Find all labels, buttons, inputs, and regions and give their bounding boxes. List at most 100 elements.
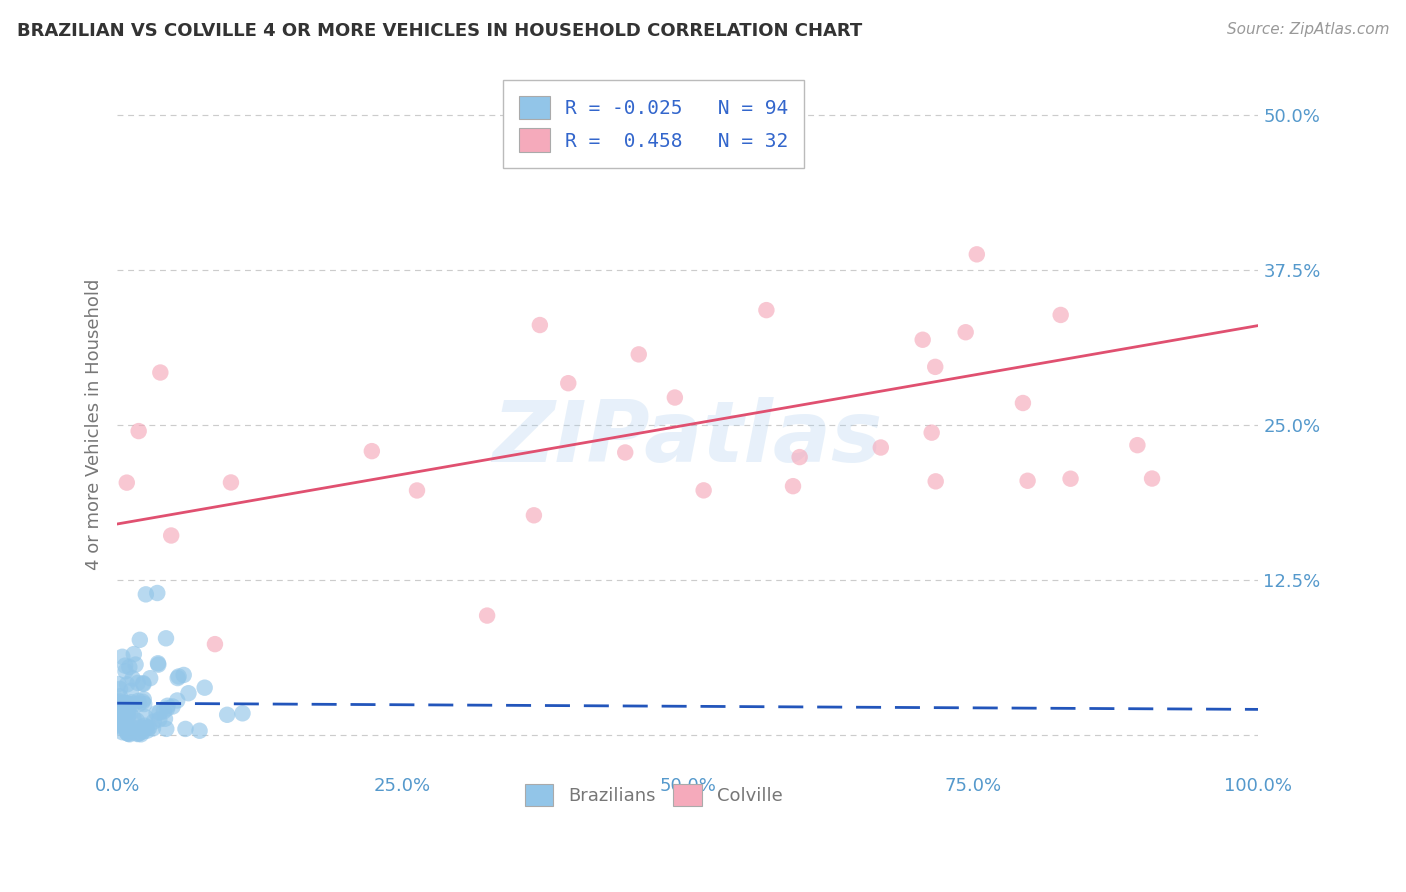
Point xyxy=(120,723,142,738)
Point xyxy=(120,695,142,709)
Point xyxy=(118,660,141,674)
Point xyxy=(1017,474,1039,488)
Point xyxy=(108,705,131,719)
Point xyxy=(135,587,157,601)
Point xyxy=(136,723,159,738)
Point xyxy=(755,303,778,318)
Point xyxy=(557,376,579,391)
Point xyxy=(114,665,136,679)
Point xyxy=(117,697,139,711)
Point xyxy=(117,727,139,741)
Point xyxy=(146,586,169,600)
Point xyxy=(955,325,977,339)
Point xyxy=(177,686,200,700)
Point xyxy=(120,683,142,698)
Text: Source: ZipAtlas.com: Source: ZipAtlas.com xyxy=(1226,22,1389,37)
Point xyxy=(121,671,143,685)
Point xyxy=(134,719,156,733)
Point xyxy=(146,657,169,671)
Point xyxy=(231,706,253,721)
Point xyxy=(156,698,179,713)
Point xyxy=(115,701,138,715)
Point xyxy=(114,700,136,714)
Point xyxy=(122,647,145,661)
Point xyxy=(155,632,177,646)
Point xyxy=(148,657,170,672)
Point xyxy=(124,721,146,735)
Point xyxy=(128,697,150,711)
Point xyxy=(1012,396,1035,410)
Point xyxy=(115,475,138,490)
Point xyxy=(194,681,217,695)
Point xyxy=(664,391,686,405)
Point xyxy=(111,706,134,721)
Point xyxy=(108,690,131,704)
Point xyxy=(1126,438,1149,452)
Point xyxy=(167,669,190,683)
Point xyxy=(174,722,197,736)
Point xyxy=(132,692,155,706)
Point xyxy=(127,727,149,741)
Point xyxy=(869,441,891,455)
Point xyxy=(128,424,150,438)
Point xyxy=(142,722,165,736)
Point xyxy=(789,450,811,464)
Point xyxy=(156,701,179,715)
Point xyxy=(107,702,129,716)
Point xyxy=(127,726,149,740)
Point xyxy=(148,713,170,727)
Point xyxy=(138,721,160,735)
Point xyxy=(112,696,135,710)
Point xyxy=(107,701,129,715)
Point xyxy=(117,726,139,740)
Point xyxy=(139,671,162,685)
Point xyxy=(105,695,128,709)
Point xyxy=(129,721,152,735)
Point xyxy=(692,483,714,498)
Point xyxy=(134,697,156,711)
Point xyxy=(627,347,650,361)
Point xyxy=(135,721,157,735)
Point xyxy=(129,727,152,741)
Text: ZIPatlas: ZIPatlas xyxy=(492,397,883,480)
Point xyxy=(118,727,141,741)
Point xyxy=(117,705,139,719)
Point xyxy=(782,479,804,493)
Text: BRAZILIAN VS COLVILLE 4 OR MORE VEHICLES IN HOUSEHOLD CORRELATION CHART: BRAZILIAN VS COLVILLE 4 OR MORE VEHICLES… xyxy=(17,22,862,40)
Point xyxy=(124,657,146,672)
Point xyxy=(114,658,136,673)
Point xyxy=(188,723,211,738)
Point xyxy=(142,714,165,729)
Point xyxy=(107,677,129,691)
Point xyxy=(131,695,153,709)
Point xyxy=(110,717,132,731)
Point xyxy=(108,714,131,729)
Point xyxy=(360,444,382,458)
Point xyxy=(166,693,188,707)
Point xyxy=(145,706,167,721)
Point xyxy=(117,720,139,734)
Point xyxy=(134,710,156,724)
Point xyxy=(173,668,195,682)
Point xyxy=(1140,471,1163,485)
Point xyxy=(107,718,129,732)
Point xyxy=(115,696,138,710)
Point xyxy=(166,671,188,685)
Point xyxy=(406,483,429,498)
Point xyxy=(125,714,148,728)
Point xyxy=(117,703,139,717)
Point xyxy=(127,676,149,690)
Point xyxy=(132,724,155,739)
Point xyxy=(111,649,134,664)
Point xyxy=(132,677,155,691)
Point xyxy=(127,694,149,708)
Point xyxy=(149,706,172,720)
Point xyxy=(155,722,177,736)
Point xyxy=(966,247,988,261)
Point xyxy=(217,707,239,722)
Point xyxy=(122,711,145,725)
Point xyxy=(925,475,948,489)
Point xyxy=(117,710,139,724)
Point xyxy=(122,698,145,712)
Point xyxy=(1059,472,1081,486)
